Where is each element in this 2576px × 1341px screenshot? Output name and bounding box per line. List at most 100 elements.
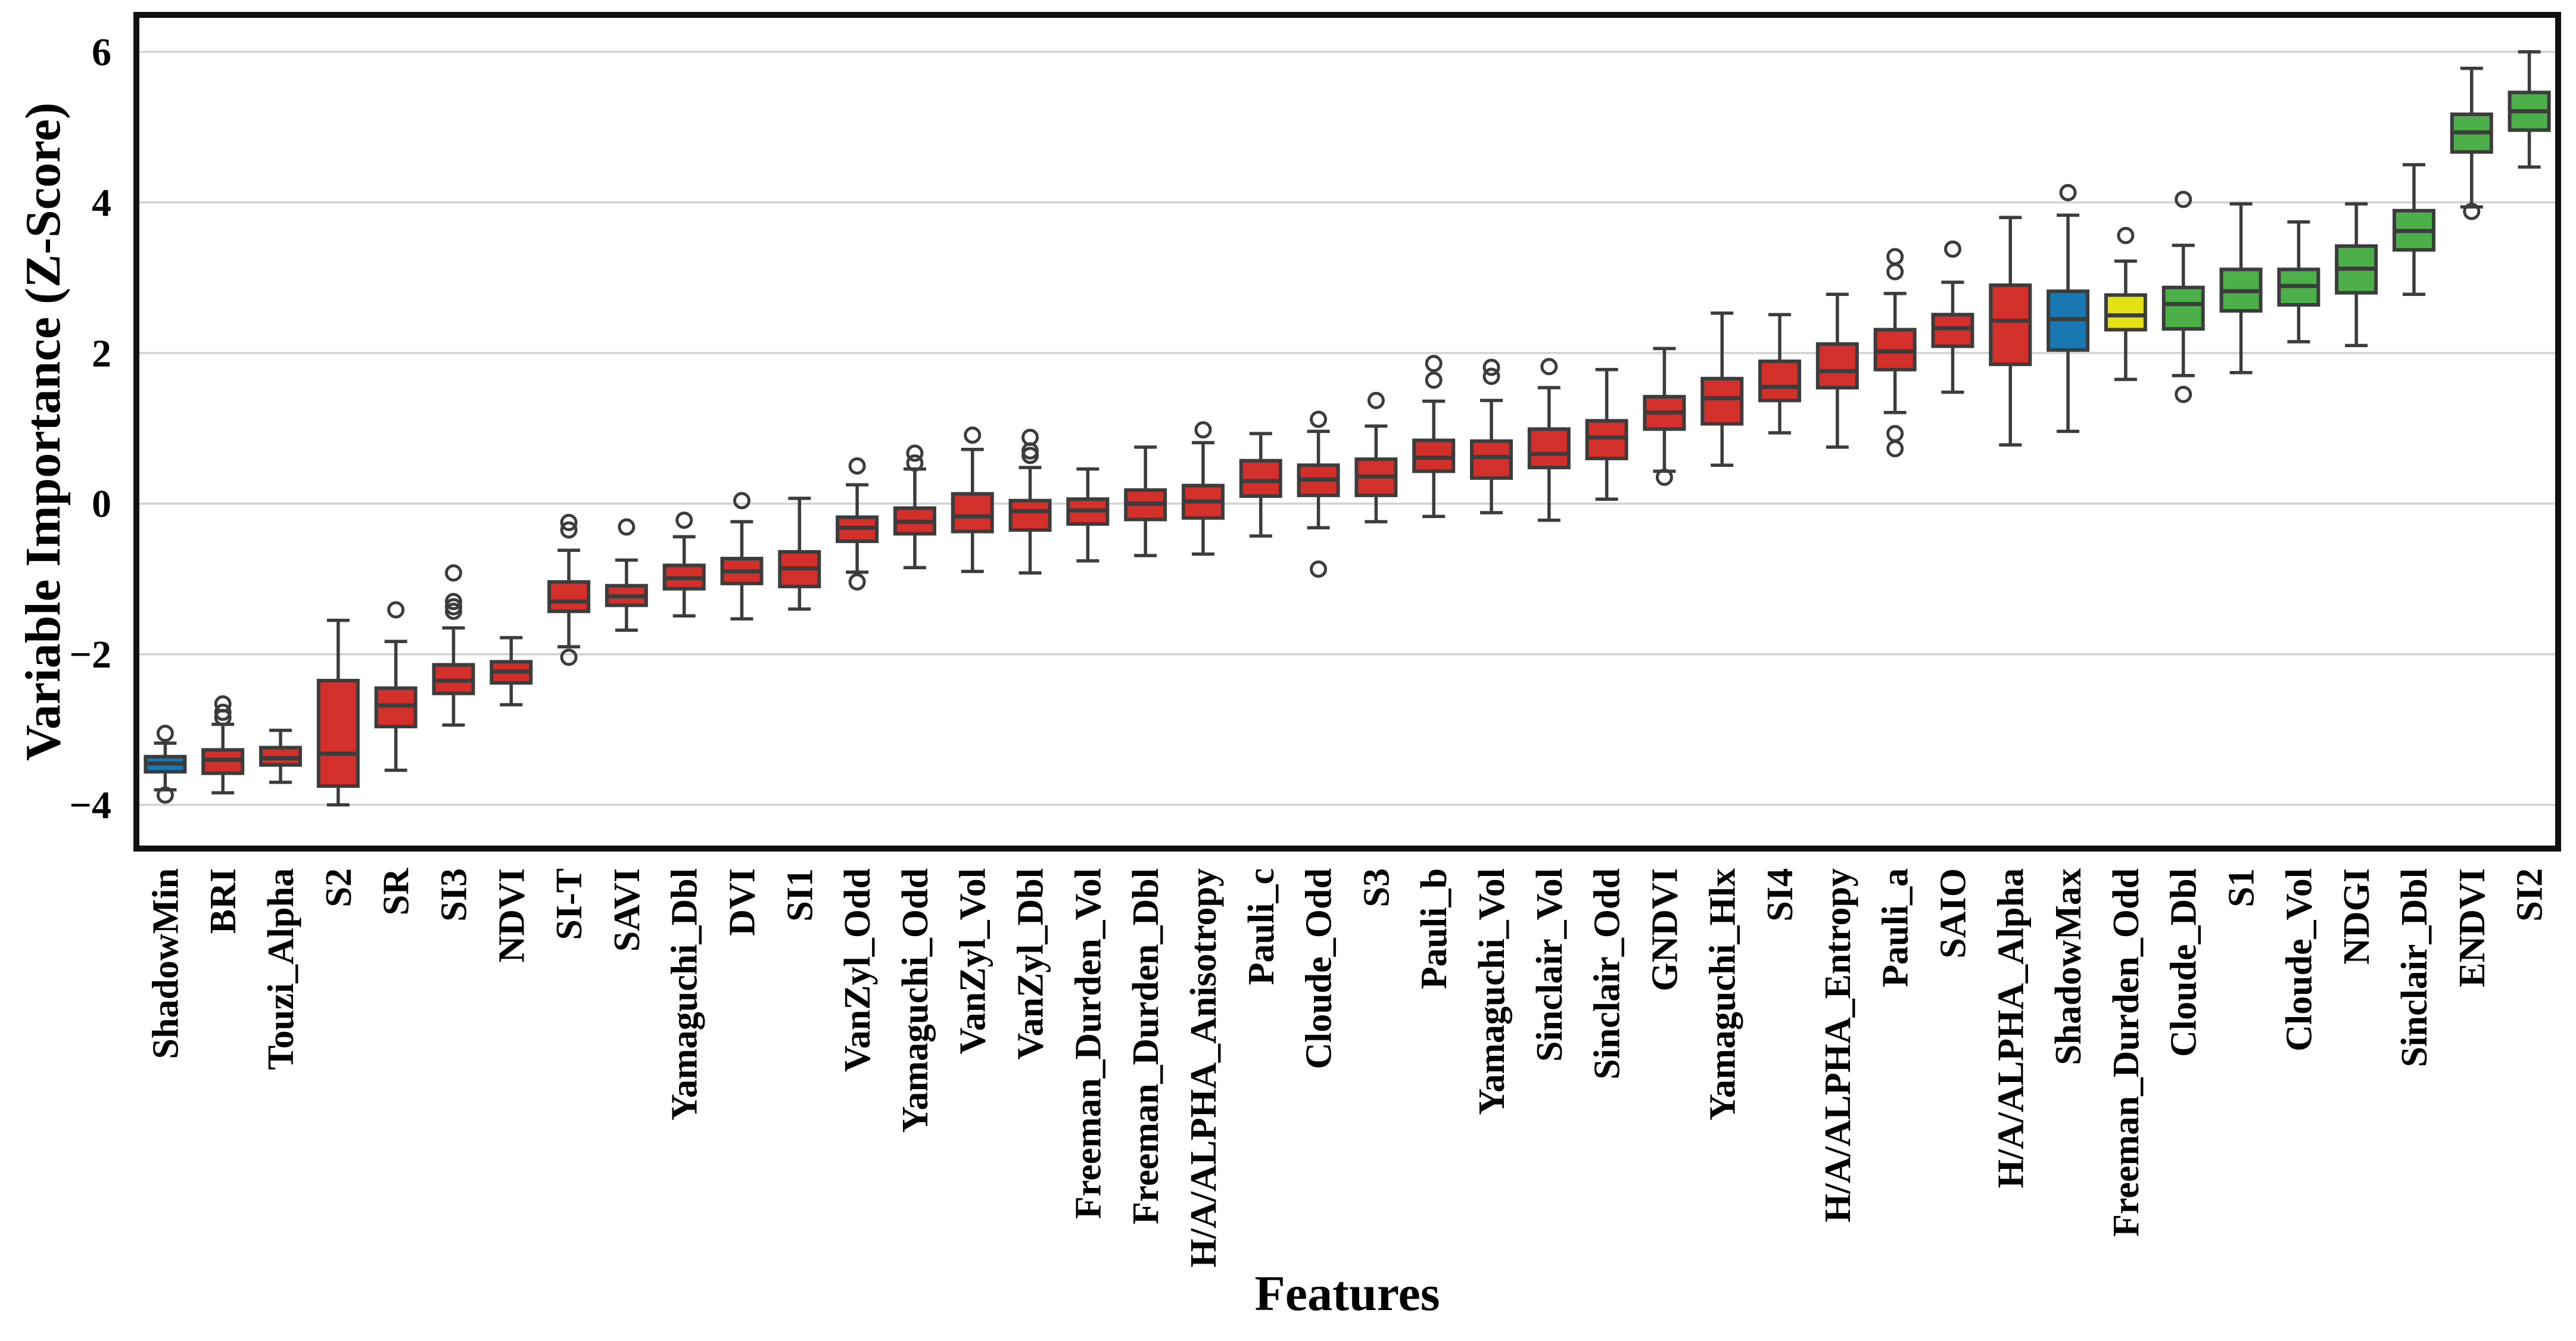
xtick-label-GNDVI: GNDVI <box>1644 868 1685 991</box>
outlier-marker <box>1021 447 1039 464</box>
iqr-box <box>951 492 994 534</box>
outlier-marker <box>1482 367 1500 385</box>
outlier-marker <box>1310 410 1328 428</box>
box-S1 <box>2219 202 2263 375</box>
y-axis-tick-labels: 6 4 2 0 −2 −4 <box>69 30 111 827</box>
ytick-label-4: 4 <box>92 181 111 224</box>
outlier-marker <box>1886 425 1904 442</box>
box-Yamaguchi_Vol <box>1470 358 1513 514</box>
iqr-box <box>1815 342 1859 390</box>
box-SI1 <box>778 497 821 611</box>
xtick-label-Freeman_Durden_Vol: Freeman_Durden_Vol <box>1068 868 1108 1219</box>
ytick-label--4: −4 <box>69 784 111 827</box>
iqr-box <box>1527 427 1571 470</box>
outlier-marker <box>156 725 174 743</box>
ytick-label-6: 6 <box>92 30 111 74</box>
outlier-marker <box>618 518 636 536</box>
box-Sinclair_Odd <box>1585 367 1628 501</box>
box-SI3 <box>432 564 475 727</box>
iqr-box <box>1989 283 2032 366</box>
outlier-marker <box>906 454 924 472</box>
outlier-marker <box>387 601 405 619</box>
outlier-marker <box>1944 240 1961 258</box>
box-VanZyl_Dbl <box>1008 428 1052 575</box>
xtick-label-SI1: SI1 <box>780 868 820 922</box>
xtick-label-BRI: BRI <box>203 868 244 934</box>
outlier-marker <box>2117 227 2135 245</box>
outlier-marker <box>560 521 578 539</box>
ytick-label-2: 2 <box>92 332 111 375</box>
box-Freeman_Durden_Vol <box>1066 467 1110 563</box>
outlier-marker <box>444 592 462 610</box>
outlier-marker <box>1540 358 1558 376</box>
xtick-label-Freeman_Durden_Dbl: Freeman_Durden_Dbl <box>1126 868 1166 1224</box>
xtick-label-ShadowMax: ShadowMax <box>2048 868 2089 1065</box>
x-axis-title: Features <box>1254 1266 1440 1321</box>
xtick-label-Yamaguchi_Dbl: Yamaguchi_Dbl <box>665 868 705 1121</box>
plot-border <box>133 12 2561 852</box>
outlier-marker <box>675 512 693 529</box>
box-GNDVI <box>1643 347 1686 486</box>
outlier-marker <box>2175 191 2192 208</box>
outlier-marker <box>1886 263 1904 280</box>
box-NDVI <box>490 636 533 707</box>
xtick-label-S2: S2 <box>319 868 359 907</box>
iqr-box <box>547 580 591 613</box>
box-Yamaguchi_Dbl <box>662 512 706 618</box>
xtick-label-S1: S1 <box>2222 868 2262 907</box>
box-Freeman_Durden_Dbl <box>1124 445 1167 557</box>
xtick-label-Pauli_b: Pauli_b <box>1414 868 1454 989</box>
iqr-box <box>1239 459 1282 498</box>
xtick-label-H/A/ALPHA_Anisotropy: H/A/ALPHA_Anisotropy <box>1183 868 1224 1268</box>
box-Sinclair_Vol <box>1527 358 1571 522</box>
xtick-label-ShadowMin: ShadowMin <box>145 868 186 1059</box>
xtick-label-Cloude_Dbl: Cloude_Dbl <box>2164 868 2204 1057</box>
outlier-marker <box>444 603 462 620</box>
iqr-box <box>1585 419 1628 460</box>
outlier-marker <box>560 648 578 666</box>
outlier-marker <box>444 564 462 582</box>
xtick-label-Touzi_Alpha: Touzi_Alpha <box>261 868 301 1070</box>
iqr-box <box>1700 376 1744 426</box>
box-BRI <box>201 695 245 795</box>
xtick-label-S3: S3 <box>1356 868 1397 907</box>
box-Cloude_Odd <box>1297 410 1340 578</box>
box-H/A/ALPHA_Anisotropy <box>1181 421 1225 556</box>
xtick-label-SI-T: SI-T <box>549 868 590 940</box>
iqr-box <box>1008 498 1052 532</box>
box-Yamaguchi_Odd <box>893 444 936 570</box>
y-axis-title: Variable Importance (Z-Score) <box>15 102 71 761</box>
box-NDGI <box>2335 202 2378 347</box>
outlier-marker <box>1367 392 1385 410</box>
box-SR <box>374 601 418 772</box>
box-S2 <box>316 619 360 807</box>
xtick-label-ENDVI: ENDVI <box>2452 868 2493 987</box>
outlier-marker <box>848 573 866 591</box>
outlier-marker <box>560 513 578 531</box>
outlier-marker <box>1886 248 1904 266</box>
outlier-marker <box>1482 358 1500 376</box>
xtick-label-SI4: SI4 <box>1760 868 1801 922</box>
xtick-label-H/A/ALPHA_Entropy: H/A/ALPHA_Entropy <box>1818 868 1858 1223</box>
outlier-marker <box>1194 421 1212 439</box>
box-H/A/ALPHA_Entropy <box>1815 292 1859 449</box>
xtick-label-H/A/ALPHA_Alpha: H/A/ALPHA_Alpha <box>1991 868 2031 1188</box>
outlier-marker <box>2463 202 2481 220</box>
box-series <box>144 50 2551 807</box>
iqr-box <box>1931 313 1974 348</box>
xtick-label-Sinclair_Vol: Sinclair_Vol <box>1530 868 1570 1062</box>
box-ShadowMax <box>2047 183 2090 434</box>
xtick-label-Yamaguchi_Odd: Yamaguchi_Odd <box>895 868 936 1133</box>
xtick-label-SR: SR <box>376 868 417 915</box>
box-Freeman_Durden_Odd <box>2104 227 2147 381</box>
xtick-label-Sinclair_Dbl: Sinclair_Dbl <box>2394 868 2435 1067</box>
outlier-marker <box>848 457 866 475</box>
outlier-marker <box>1310 560 1328 578</box>
outlier-marker <box>733 492 750 510</box>
outlier-marker <box>1425 371 1443 389</box>
xtick-label-NDGI: NDGI <box>2337 868 2377 965</box>
box-Pauli_b <box>1412 355 1456 519</box>
xtick-label-Cloude_Odd: Cloude_Odd <box>1299 868 1340 1069</box>
box-SAVI <box>605 518 648 632</box>
